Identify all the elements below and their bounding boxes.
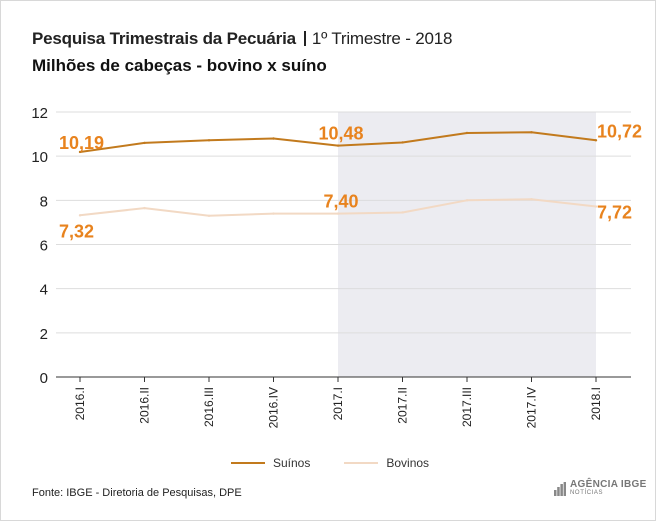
- title-separator: [303, 31, 306, 46]
- legend-swatch-suinos: [231, 462, 265, 464]
- x-tick-label: 2016.III: [202, 387, 216, 427]
- chart-legend: Suínos Bovinos: [231, 456, 429, 470]
- ibge-logo-icon: [554, 481, 566, 496]
- y-tick-label: 4: [40, 282, 48, 299]
- data-point: [143, 141, 146, 145]
- y-tick-label: 10: [31, 149, 48, 166]
- data-point: [336, 144, 340, 147]
- x-tick-label: 2017.III: [460, 387, 474, 427]
- data-point: [530, 198, 533, 201]
- data-point: [401, 211, 404, 214]
- x-tick-label: 2018.I: [589, 387, 603, 420]
- y-tick-label: 12: [31, 105, 48, 122]
- y-tick-label: 0: [40, 370, 48, 387]
- data-label: 7,72: [597, 203, 632, 223]
- x-tick-label: 2017.II: [396, 387, 410, 424]
- y-tick-label: 8: [40, 193, 48, 210]
- chart-title: Pesquisa Trimestrais da Pecuária 1º Trime…: [32, 29, 452, 49]
- x-tick-label: 2016.IV: [267, 387, 281, 428]
- legend-item-bovinos: Bovinos: [344, 456, 429, 470]
- data-point: [401, 141, 404, 144]
- x-tick-label: 2016.I: [73, 387, 87, 420]
- x-tick-label: 2017.IV: [525, 387, 539, 428]
- data-point: [530, 131, 533, 134]
- legend-item-suinos: Suínos: [231, 456, 310, 470]
- x-tick-label: 2017.I: [331, 387, 345, 420]
- title-period: 1º Trimestre - 2018: [311, 29, 453, 48]
- data-point: [78, 150, 82, 154]
- data-point: [594, 205, 598, 208]
- logo-text: AGÊNCIA IBGE NOTÍCIAS: [570, 480, 647, 497]
- data-point: [594, 139, 598, 142]
- y-tick-label: 2: [40, 326, 48, 343]
- data-label: 7,32: [59, 221, 94, 241]
- agency-logo: AGÊNCIA IBGE NOTÍCIAS: [554, 480, 647, 497]
- data-point: [336, 212, 340, 215]
- data-label: 10,48: [318, 124, 363, 144]
- data-label: 7,40: [323, 192, 358, 212]
- logo-line2: NOTÍCIAS: [570, 490, 604, 496]
- y-tick-label: 6: [40, 238, 48, 255]
- data-label: 10,72: [597, 121, 642, 141]
- title-main: Pesquisa Trimestrais da Pecuária: [32, 29, 296, 48]
- data-label: 10,19: [59, 133, 104, 153]
- legend-label-suinos: Suínos: [273, 456, 311, 470]
- data-point: [78, 214, 82, 217]
- data-point: [465, 131, 469, 135]
- data-point: [272, 212, 275, 215]
- legend-label-bovinos: Bovinos: [386, 456, 430, 470]
- logo-line1: AGÊNCIA IBGE: [570, 479, 647, 490]
- legend-swatch-bovinos: [344, 462, 379, 464]
- data-point: [143, 206, 146, 210]
- data-point: [272, 137, 275, 140]
- chart-subtitle: Milhões de cabeças - bovino x suíno: [32, 56, 327, 75]
- data-point: [207, 139, 211, 142]
- data-point: [207, 214, 211, 217]
- data-point: [465, 199, 469, 202]
- x-tick-label: 2016.II: [138, 387, 152, 424]
- source-note: Fonte: IBGE - Diretoria de Pesquisas, DP…: [32, 487, 242, 499]
